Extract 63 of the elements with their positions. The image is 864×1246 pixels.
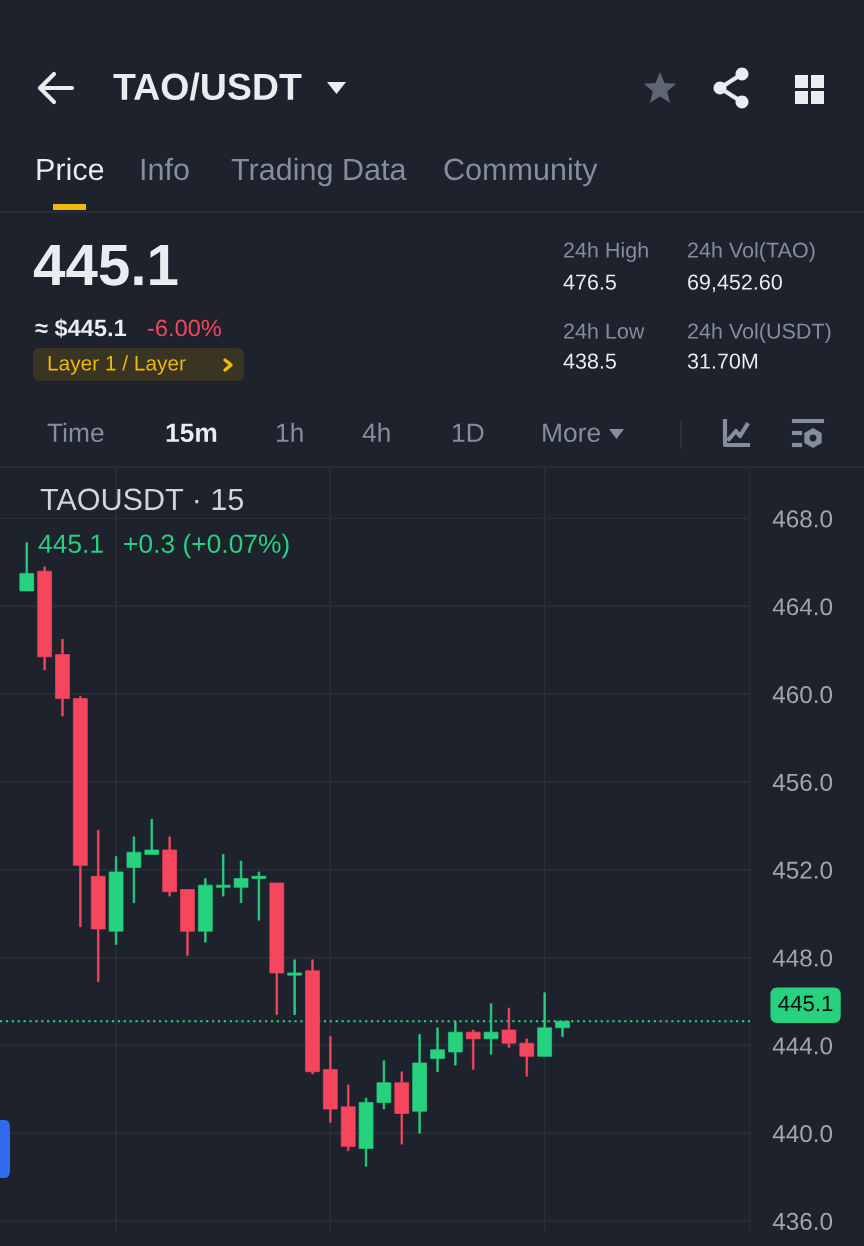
candlestick	[501, 1007, 517, 1048]
candlestick	[251, 871, 267, 921]
text: Trading Data	[231, 157, 407, 187]
candlestick	[108, 856, 124, 945]
candlestick	[73, 695, 88, 928]
candlestick	[305, 959, 320, 1075]
text: 24h High	[564, 241, 648, 263]
text: Community	[444, 157, 598, 187]
text: -6.00%	[148, 319, 221, 337]
text: 24h Vol(USDT)	[688, 322, 831, 344]
candlestick	[19, 542, 35, 592]
text: 476.5	[563, 274, 616, 290]
candlestick	[144, 818, 160, 855]
text: 445.1	[33, 244, 178, 286]
text: 1h	[277, 422, 303, 442]
candlestick	[55, 638, 70, 717]
candlestick	[198, 878, 213, 943]
y-tick-label: 436.0	[772, 1212, 833, 1231]
candlestick	[358, 1097, 374, 1167]
text: 69,452.60	[688, 274, 782, 293]
text: Price	[37, 157, 104, 181]
text: Layer 1 / Layer	[48, 355, 186, 375]
annotation: +0.3 (+0.07%)	[124, 533, 289, 559]
candlestick	[376, 1060, 392, 1110]
text: Info	[141, 157, 189, 181]
y-tick-label: 448.0	[772, 949, 833, 967]
candlestick	[394, 1071, 410, 1145]
candlestick	[126, 836, 142, 904]
text: TAO/USDT	[113, 72, 302, 101]
text: Time	[47, 422, 104, 443]
y-tick-label: 444.0	[772, 1037, 833, 1055]
y-tick-label: 468.0	[772, 510, 833, 528]
text: 24h Low	[564, 322, 645, 339]
text: 24h Vol(TAO)	[688, 241, 815, 263]
text: TAOUSDT · 15	[40, 488, 244, 511]
candlestick	[180, 889, 195, 956]
y-tick-label: 456.0	[772, 773, 833, 791]
candlestick	[287, 959, 302, 1016]
y-tick-label: 460.0	[772, 685, 833, 704]
text: 438.5	[563, 353, 616, 369]
annotation: 445.1	[38, 534, 103, 554]
candlestick	[37, 566, 52, 671]
text: 31.70M	[687, 353, 758, 369]
y-tick-label: 452.0	[772, 861, 833, 879]
text: More	[543, 423, 600, 443]
ref-line-label: 445.1	[778, 995, 833, 1012]
text: 4h	[362, 422, 390, 442]
y-tick-label: 464.0	[772, 598, 833, 616]
candlestick	[90, 829, 106, 983]
candlestick	[162, 836, 177, 897]
candlestick	[430, 1027, 445, 1073]
candlestick	[340, 1084, 356, 1152]
candlestick	[323, 1036, 338, 1123]
y-tick-label: 440.0	[772, 1125, 833, 1143]
candlestick	[465, 1029, 481, 1070]
candlestick	[233, 860, 249, 904]
candlestick	[215, 854, 231, 897]
text: ≈ $445.1	[35, 318, 127, 338]
candlestick	[519, 1038, 535, 1077]
text: 15m	[166, 423, 217, 443]
candlestick	[269, 882, 285, 1016]
text: 1D	[453, 423, 484, 442]
candlestick	[412, 1034, 427, 1134]
